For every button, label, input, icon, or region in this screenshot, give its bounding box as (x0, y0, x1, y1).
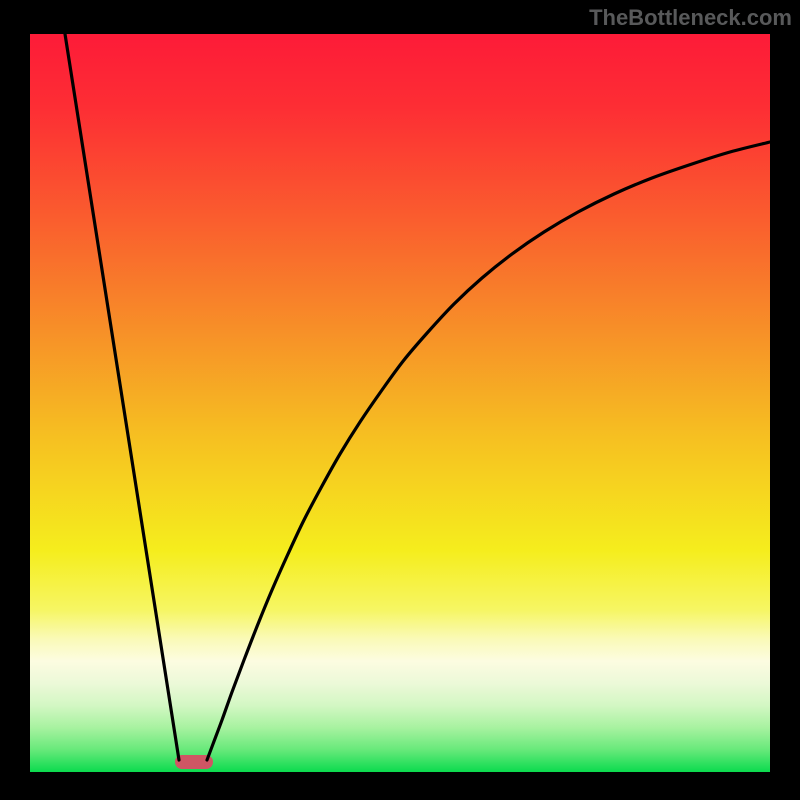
bottleneck-chart: TheBottleneck.com (0, 0, 800, 800)
watermark-text: TheBottleneck.com (589, 5, 792, 31)
plot-area (30, 34, 770, 772)
chart-svg (0, 0, 800, 800)
